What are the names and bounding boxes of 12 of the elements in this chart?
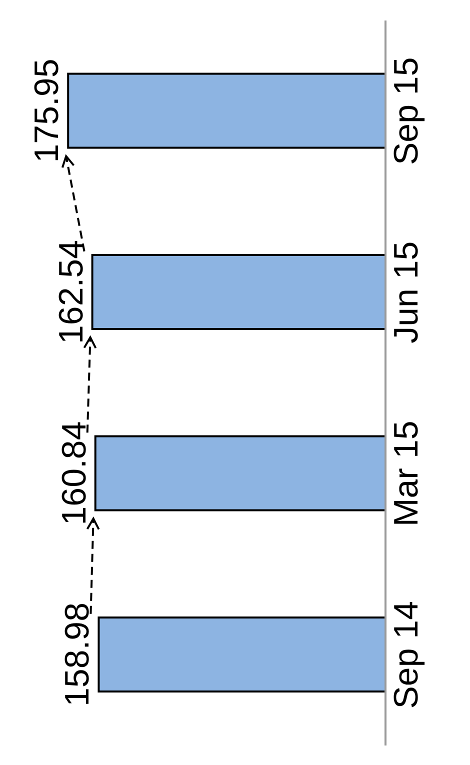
bar	[90, 254, 385, 330]
y-tick-label: Jun 15	[387, 240, 426, 343]
bar	[66, 72, 385, 148]
y-tick-label: Mar 15	[387, 420, 426, 526]
bar	[94, 434, 385, 511]
y-tick-label: Sep 14	[387, 600, 426, 708]
data-label: 158.98	[58, 602, 96, 706]
bar	[97, 616, 385, 692]
data-label: 175.95	[28, 58, 66, 162]
data-label: 162.54	[52, 240, 90, 344]
y-tick-label: Sep 15	[387, 56, 426, 165]
data-label: 160.84	[54, 420, 93, 525]
